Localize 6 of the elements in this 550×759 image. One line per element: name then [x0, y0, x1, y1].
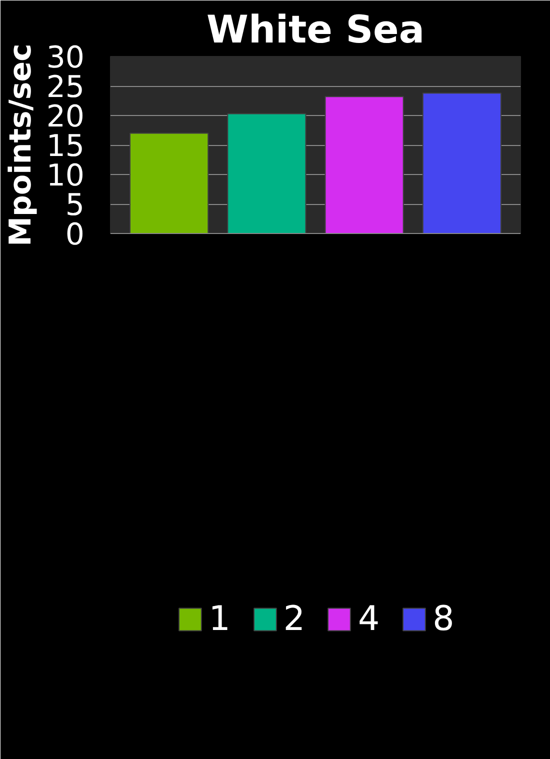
legend-label: 4 — [358, 599, 380, 639]
legend-label: 1 — [208, 599, 230, 639]
legend-label: 2 — [283, 599, 305, 639]
legend-label: 8 — [432, 599, 454, 639]
y-axis-title: Mpoints/sec — [3, 44, 38, 246]
chart-title: White Sea — [206, 8, 424, 52]
